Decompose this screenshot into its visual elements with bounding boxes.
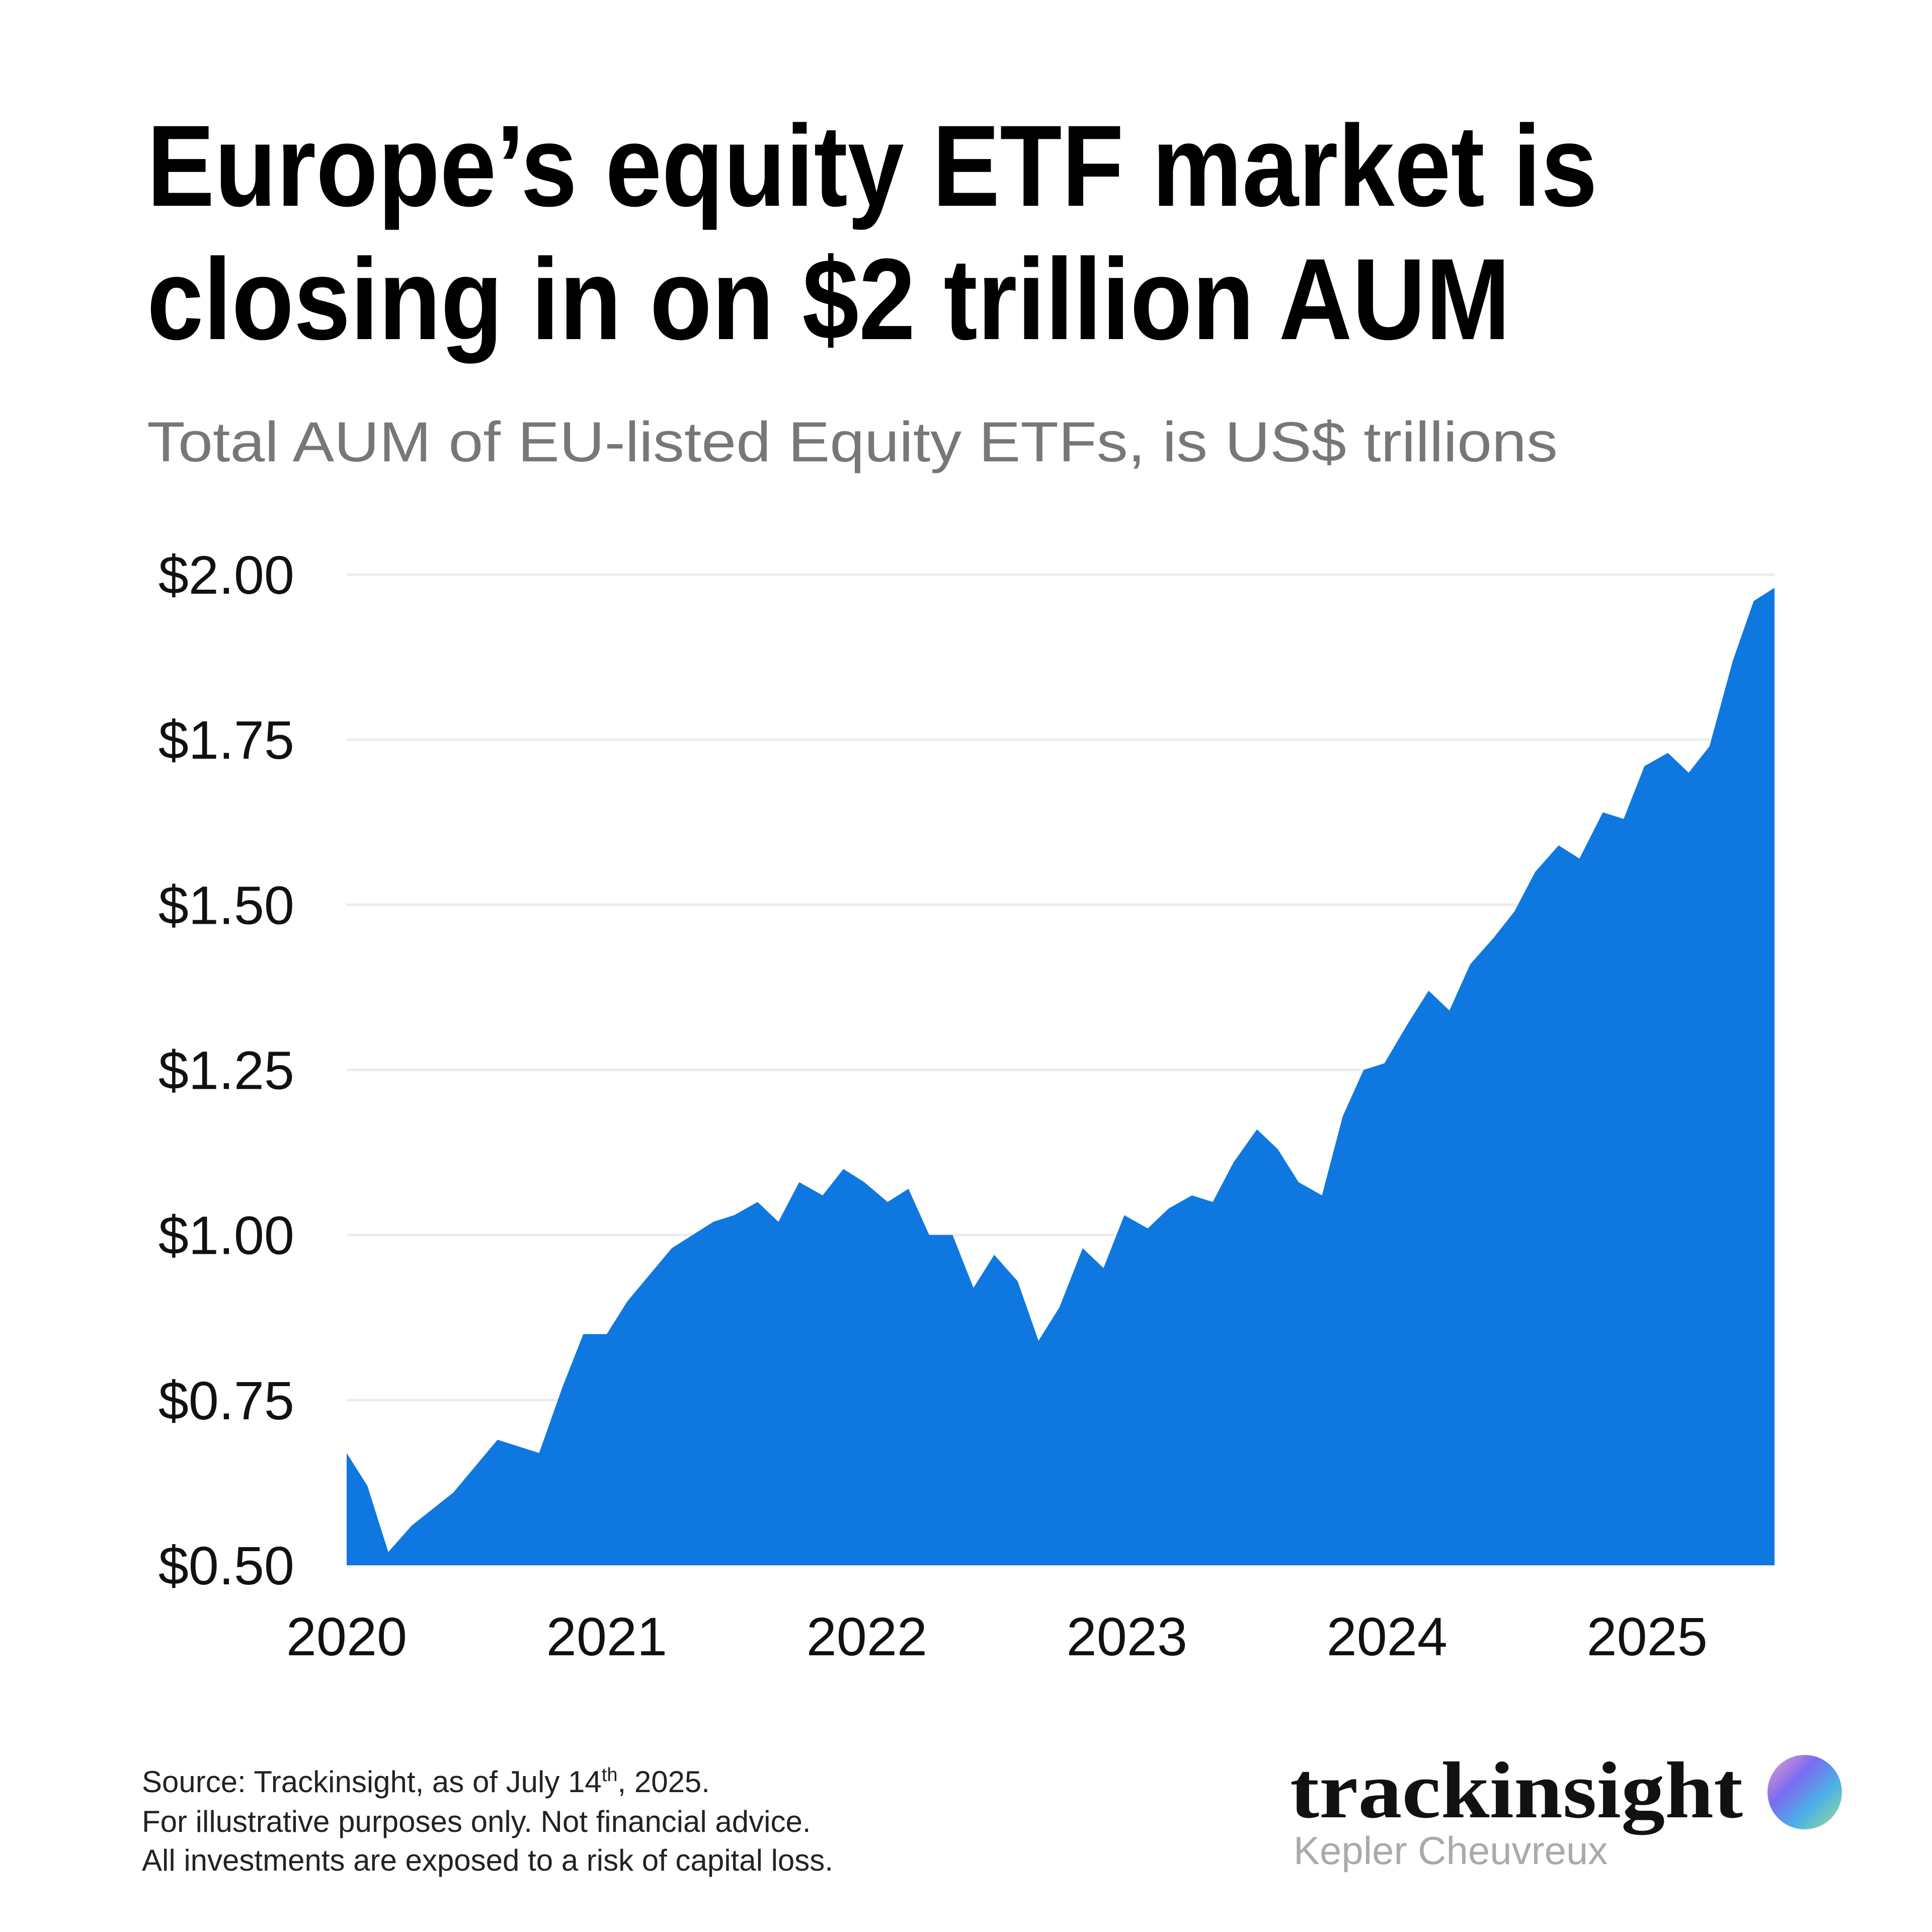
x-tick-label: 2022 xyxy=(807,1606,927,1667)
y-tick-label: $1.25 xyxy=(158,1040,294,1101)
y-tick-label: $0.50 xyxy=(158,1535,294,1596)
brand-subtitle: Kepler Cheuvreux xyxy=(1294,1828,1607,1873)
y-tick-label: $0.75 xyxy=(158,1370,294,1431)
area xyxy=(347,588,1775,1565)
x-tick-label: 2021 xyxy=(546,1606,667,1667)
x-tick-label: 2020 xyxy=(286,1606,407,1667)
chart-title: Europe’s equity ETF market is xyxy=(147,101,1597,230)
source-text: Source: Trackinsight, as of July 14 xyxy=(142,1765,602,1799)
y-tick-label: $1.00 xyxy=(158,1205,294,1266)
plot-area: $0.50 $0.75 $1.00 $1.25 $1.50 $1.75 $2.00 2020 2… xyxy=(158,544,1775,1667)
source-superscript: th xyxy=(602,1764,618,1786)
source-note: Source: Trackinsight, as of July 14th, 2… xyxy=(142,1764,710,1799)
y-tick-label: $1.50 xyxy=(158,874,294,935)
chart-subtitle: Total AUM of EU-listed Equity ETFs, is U… xyxy=(147,411,1558,473)
y-tick-label: $2.00 xyxy=(158,544,294,605)
brand-logo xyxy=(1767,1755,1842,1829)
x-tick-label: 2023 xyxy=(1067,1606,1187,1667)
x-tick-label: 2025 xyxy=(1587,1606,1708,1667)
x-tick-label: 2024 xyxy=(1327,1606,1447,1667)
y-tick-label: $1.75 xyxy=(158,709,294,770)
source-text: , 2025. xyxy=(617,1765,710,1799)
disclaimer: For illustrative purposes only. Not fina… xyxy=(142,1805,811,1838)
chart-title: closing in on $2 trillion AUM xyxy=(147,234,1510,364)
brand-name: trackinsight xyxy=(1290,1745,1743,1835)
disclaimer: All investments are exposed to a risk of… xyxy=(142,1843,833,1877)
